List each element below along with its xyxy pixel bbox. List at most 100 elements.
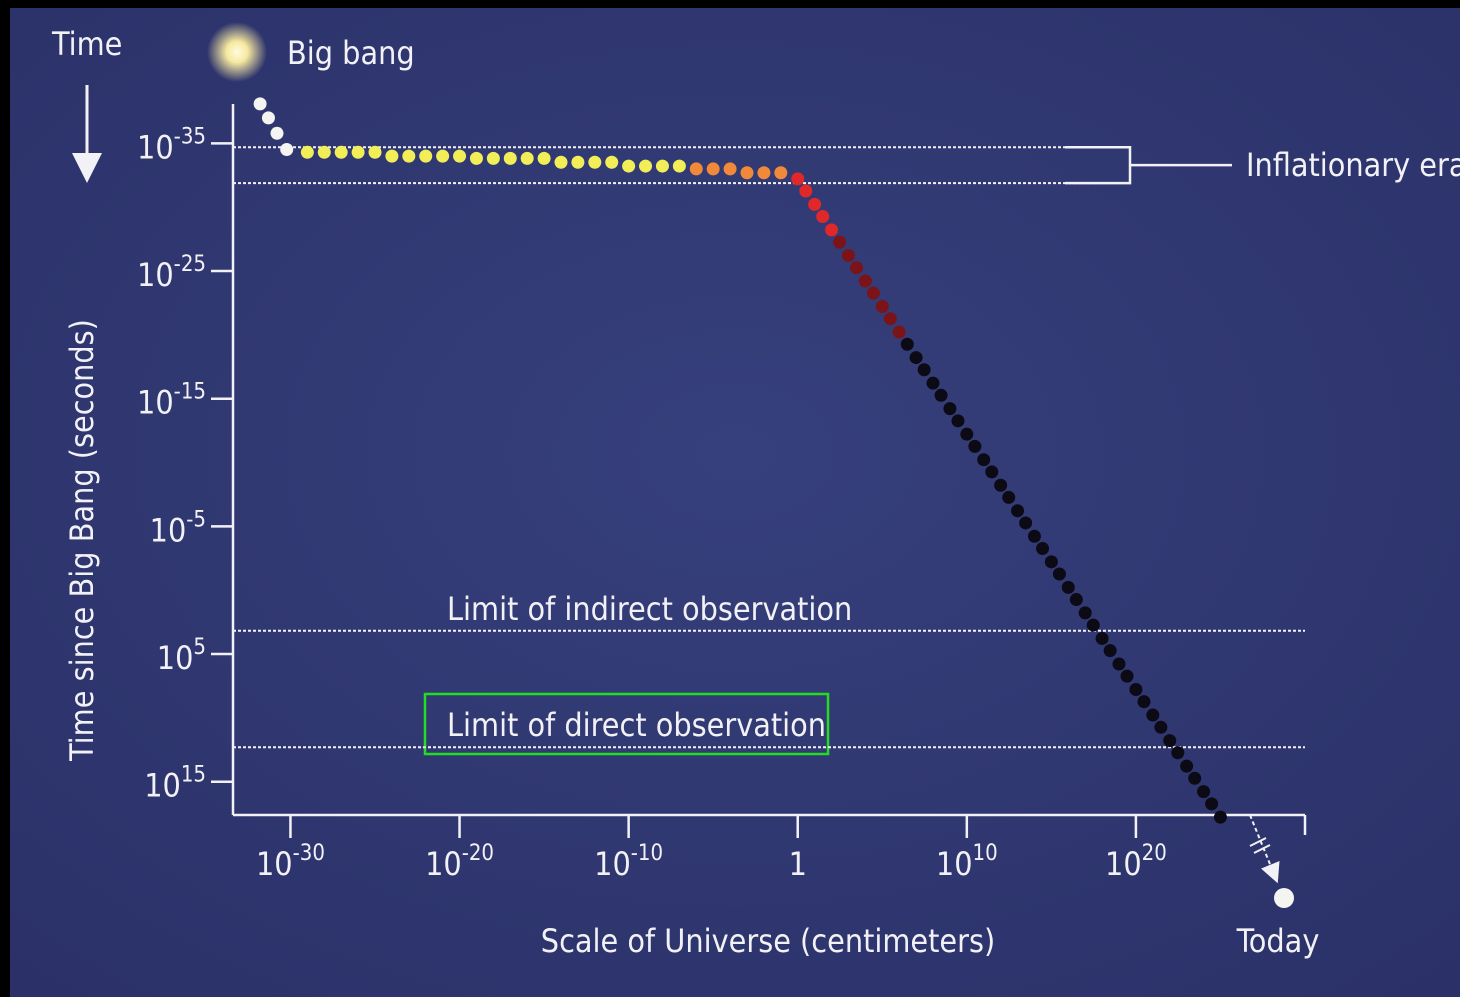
data-dot — [943, 402, 957, 416]
data-dot — [1002, 490, 1016, 504]
data-dot — [740, 166, 754, 180]
today-label: Today — [1236, 922, 1320, 960]
data-dot — [1205, 797, 1219, 811]
data-dot — [757, 166, 771, 180]
data-dot — [1011, 504, 1025, 518]
data-dot — [419, 149, 433, 163]
data-dot — [1019, 516, 1033, 530]
data-dot — [1095, 631, 1109, 645]
x-tick-label: 1020 — [1105, 841, 1167, 883]
data-dot — [368, 145, 382, 159]
data-dot — [816, 210, 830, 224]
data-dot — [655, 159, 669, 173]
data-dot — [1103, 644, 1117, 658]
x-tick-label: 10-30 — [256, 841, 325, 883]
data-dot — [402, 149, 416, 163]
data-dot — [723, 162, 737, 176]
data-dot — [537, 151, 551, 165]
data-dot — [858, 274, 872, 288]
data-dot — [1163, 734, 1177, 748]
data-dot — [605, 155, 619, 169]
y-tick-label: 10-35 — [137, 124, 206, 166]
data-dot — [300, 145, 314, 159]
data-dot — [689, 162, 703, 176]
data-dot — [1146, 708, 1160, 722]
data-dot — [1052, 567, 1066, 581]
data-dot — [866, 286, 880, 300]
data-dot — [520, 151, 534, 165]
data-dot — [554, 155, 568, 169]
data-dot — [900, 337, 914, 351]
axis-break — [1253, 844, 1271, 854]
x-axis-title: Scale of Universe (centimeters) — [541, 922, 995, 960]
data-dot — [469, 151, 483, 165]
data-dot — [571, 155, 585, 169]
axis-break — [1249, 837, 1267, 847]
data-dot — [926, 376, 940, 390]
data-dot — [486, 151, 500, 165]
data-dot — [261, 111, 275, 125]
data-dot — [270, 126, 284, 140]
data-dot — [951, 414, 965, 428]
highlight-box — [423, 692, 830, 756]
data-dot — [1069, 593, 1083, 607]
data-dot — [825, 223, 839, 237]
data-dot — [883, 312, 897, 326]
y-tick-label: 10-25 — [137, 252, 206, 294]
data-dot — [1180, 759, 1194, 773]
data-dot — [994, 478, 1008, 492]
data-dot — [622, 159, 636, 173]
y-axis-title: Time since Big Bang (seconds) — [63, 319, 101, 762]
big-bang-label: Big bang — [287, 34, 415, 72]
data-dot — [934, 388, 948, 402]
time-label: Time — [51, 25, 122, 63]
data-dot — [1112, 657, 1126, 671]
data-dot — [317, 145, 331, 159]
background — [10, 8, 1460, 997]
data-dot — [436, 149, 450, 163]
data-dot — [1213, 810, 1227, 824]
today-dot — [1274, 888, 1294, 908]
data-dot — [1036, 541, 1050, 555]
data-dot — [1078, 606, 1092, 620]
x-tick-label: 10-20 — [425, 841, 494, 883]
data-dot — [808, 197, 822, 211]
data-dot — [706, 162, 720, 176]
data-dot — [1171, 746, 1185, 760]
data-dot — [1027, 529, 1041, 543]
data-dot — [639, 159, 653, 173]
data-dot — [351, 145, 365, 159]
today-arrow — [1249, 814, 1280, 884]
data-dot — [1154, 720, 1168, 734]
reference-label: Limit of indirect observation — [447, 590, 852, 628]
data-dot — [892, 325, 906, 339]
data-dot — [833, 235, 847, 249]
data-dot — [917, 363, 931, 377]
data-dot — [280, 142, 294, 156]
data-dot — [588, 155, 602, 169]
data-dot — [1086, 618, 1100, 632]
x-tick-label: 1010 — [936, 841, 998, 883]
axes — [231, 104, 1307, 835]
data-dot — [774, 166, 788, 180]
data-dot — [253, 97, 267, 111]
data-dot — [1061, 580, 1075, 594]
data-dot — [1137, 695, 1151, 709]
data-dot — [875, 300, 889, 314]
band-label: Inflationary era — [1246, 146, 1460, 184]
data-dot — [850, 261, 864, 275]
band-bracket — [1065, 145, 1232, 185]
x-tick-label: 1 — [789, 845, 807, 883]
x-tick-label: 10-10 — [594, 841, 663, 883]
data-dot — [985, 465, 999, 479]
data-dot — [1129, 683, 1143, 697]
data-dot — [1120, 669, 1134, 683]
data-dot — [909, 351, 923, 365]
y-tick-label: 1015 — [144, 763, 206, 805]
data-dot — [1197, 785, 1211, 799]
data-dot — [503, 151, 517, 165]
reference-label: Limit of direct observation — [447, 706, 826, 744]
data-dot — [799, 184, 813, 198]
data-dot — [977, 453, 991, 467]
